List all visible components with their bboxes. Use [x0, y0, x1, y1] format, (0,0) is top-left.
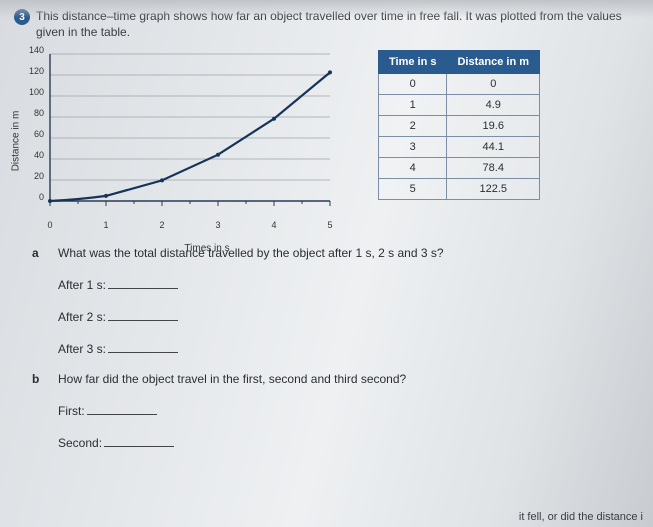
question-number-badge: 3 — [14, 9, 30, 25]
distance-time-chart: Distance in m 140 120 100 80 60 40 20 0 … — [20, 46, 360, 236]
blank-second: Second: — [58, 436, 639, 450]
part-b-text: How far did the object travel in the fir… — [58, 372, 406, 386]
ytick-140: 140 — [26, 45, 44, 55]
table-row: 14.9 — [379, 95, 540, 116]
part-a-text: What was the total distance travelled by… — [58, 246, 444, 260]
xtick-0: 0 — [47, 220, 52, 230]
part-b-letter: b — [32, 372, 46, 386]
xtick-4: 4 — [271, 220, 276, 230]
intro-text: This distance–time graph shows how far a… — [36, 8, 639, 40]
table-row: 478.4 — [379, 158, 540, 179]
ytick-40: 40 — [26, 150, 44, 160]
x-axis-label: Times in s — [184, 243, 229, 254]
chart-svg — [48, 50, 348, 210]
ytick-80: 80 — [26, 108, 44, 118]
data-table: Time in s Distance in m 00 14.9 219.6 34… — [378, 50, 540, 200]
ytick-120: 120 — [26, 66, 44, 76]
table-row: 00 — [379, 74, 540, 95]
blank-after-1s: After 1 s: — [58, 278, 639, 292]
col-time: Time in s — [379, 51, 447, 74]
ytick-60: 60 — [26, 129, 44, 139]
ytick-0: 0 — [26, 192, 44, 202]
xtick-1: 1 — [103, 220, 108, 230]
cutoff-text: it fell, or did the distance i — [519, 511, 643, 523]
table-row: 5122.5 — [379, 179, 540, 200]
xtick-3: 3 — [215, 220, 220, 230]
data-curve — [50, 73, 330, 202]
table-row: 344.1 — [379, 137, 540, 158]
col-distance: Distance in m — [447, 51, 540, 74]
xtick-5: 5 — [327, 220, 332, 230]
table-row: 219.6 — [379, 116, 540, 137]
ytick-20: 20 — [26, 171, 44, 181]
blank-first: First: — [58, 404, 639, 418]
part-a-letter: a — [32, 246, 46, 260]
blank-after-2s: After 2 s: — [58, 310, 639, 324]
blank-after-3s: After 3 s: — [58, 342, 639, 356]
y-axis-label: Distance in m — [11, 111, 22, 172]
ytick-100: 100 — [26, 87, 44, 97]
xtick-2: 2 — [159, 220, 164, 230]
